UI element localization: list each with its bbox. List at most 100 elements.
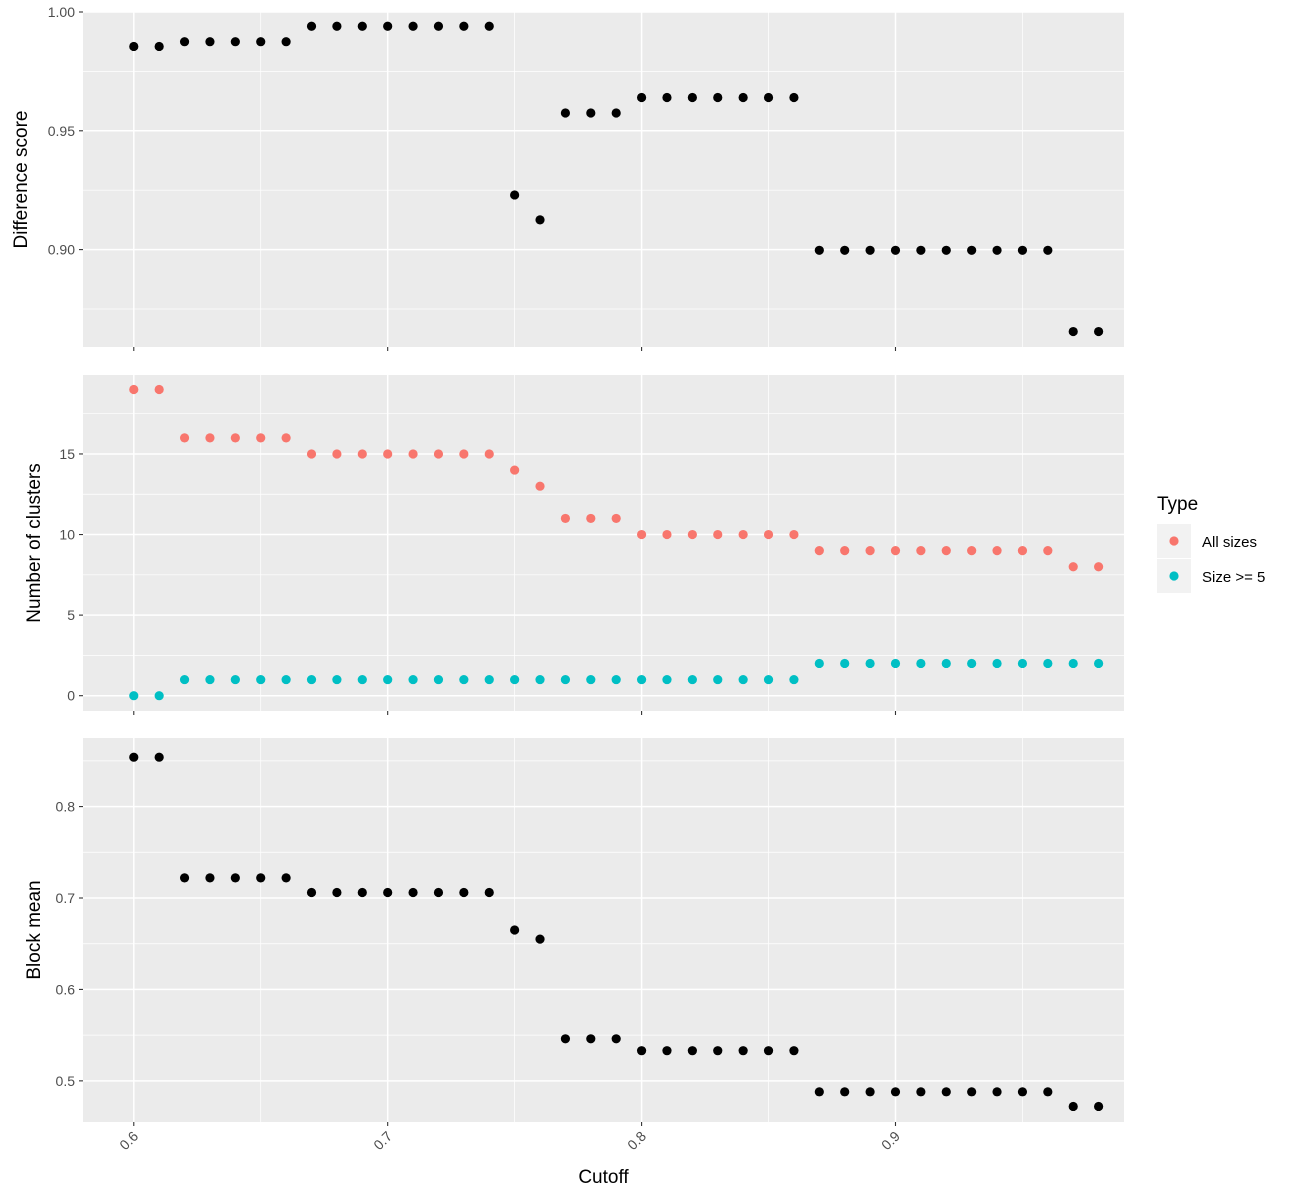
data-point bbox=[789, 92, 799, 103]
data-point bbox=[484, 674, 494, 685]
y-tick-label: 15 bbox=[59, 446, 75, 462]
data-point bbox=[230, 873, 240, 883]
data-point bbox=[586, 108, 596, 118]
data-point bbox=[1043, 245, 1053, 255]
data-point bbox=[1068, 1101, 1078, 1112]
data-point bbox=[433, 21, 444, 31]
data-point bbox=[814, 1087, 824, 1097]
data-point bbox=[510, 925, 520, 935]
y-tick-label: 0.5 bbox=[56, 1073, 76, 1089]
data-point bbox=[586, 674, 596, 685]
data-point bbox=[789, 1046, 799, 1056]
data-point bbox=[484, 449, 494, 459]
data-point bbox=[865, 658, 875, 669]
data-point bbox=[611, 108, 621, 118]
data-point bbox=[306, 449, 317, 459]
y-tick-label: 10 bbox=[59, 527, 75, 543]
data-point bbox=[992, 245, 1002, 255]
y-tick-label: 1.00 bbox=[48, 4, 75, 20]
data-point bbox=[408, 887, 418, 898]
data-point bbox=[687, 674, 697, 685]
data-point bbox=[636, 1046, 647, 1056]
data-point bbox=[357, 887, 367, 898]
data-point bbox=[967, 546, 977, 556]
data-point bbox=[256, 433, 266, 443]
data-point bbox=[636, 674, 647, 685]
x-tick-label: 0.9 bbox=[878, 1128, 903, 1153]
data-point bbox=[916, 546, 926, 556]
data-point bbox=[1094, 658, 1104, 669]
data-point bbox=[814, 658, 824, 669]
data-point bbox=[611, 674, 621, 685]
data-point bbox=[789, 529, 799, 540]
panel-background bbox=[83, 12, 1124, 347]
data-point bbox=[992, 658, 1002, 669]
data-point bbox=[154, 384, 164, 395]
data-point bbox=[205, 674, 215, 685]
data-point bbox=[713, 92, 723, 103]
data-point bbox=[484, 21, 494, 31]
data-point bbox=[560, 108, 571, 118]
y-tick-label: 0.95 bbox=[48, 123, 75, 139]
data-point bbox=[535, 934, 545, 944]
data-point bbox=[408, 21, 418, 31]
data-point bbox=[281, 873, 291, 883]
data-point bbox=[306, 887, 317, 898]
data-point bbox=[941, 546, 951, 556]
data-point bbox=[154, 752, 164, 762]
data-point bbox=[535, 674, 545, 685]
data-point bbox=[535, 215, 545, 225]
data-point bbox=[1017, 546, 1028, 556]
data-point bbox=[433, 449, 444, 459]
data-point bbox=[916, 1087, 926, 1097]
data-point bbox=[560, 1034, 571, 1044]
data-point bbox=[662, 92, 672, 103]
y-axis-title: Block mean bbox=[24, 880, 45, 979]
data-point bbox=[967, 658, 977, 669]
data-point bbox=[586, 513, 596, 524]
data-point bbox=[890, 658, 901, 669]
data-point bbox=[306, 674, 317, 685]
data-point bbox=[586, 1034, 596, 1044]
data-point bbox=[510, 465, 520, 475]
data-point bbox=[789, 674, 799, 685]
data-point bbox=[205, 433, 215, 443]
data-point bbox=[865, 546, 875, 556]
data-point bbox=[205, 873, 215, 883]
data-point bbox=[179, 37, 190, 47]
y-tick-label: 0 bbox=[67, 688, 75, 704]
series-all-sizes bbox=[129, 384, 1104, 572]
data-point bbox=[840, 1087, 850, 1097]
data-point bbox=[205, 37, 215, 47]
data-point bbox=[636, 92, 647, 103]
y-tick-label: 0.90 bbox=[48, 242, 75, 258]
data-point bbox=[408, 674, 418, 685]
data-point bbox=[890, 546, 901, 556]
data-point bbox=[865, 1087, 875, 1097]
legend-label: All sizes bbox=[1202, 534, 1257, 551]
legend-key-point bbox=[1169, 536, 1179, 546]
data-point bbox=[383, 887, 393, 898]
data-point bbox=[840, 658, 850, 669]
data-point bbox=[230, 37, 240, 47]
data-point bbox=[129, 384, 139, 395]
data-point bbox=[1068, 326, 1078, 337]
data-point bbox=[1017, 245, 1028, 255]
data-point bbox=[433, 887, 444, 898]
data-point bbox=[967, 245, 977, 255]
data-point bbox=[433, 674, 444, 685]
data-point bbox=[840, 245, 850, 255]
data-point bbox=[230, 674, 240, 685]
data-point bbox=[611, 1034, 621, 1044]
data-point bbox=[510, 190, 520, 200]
data-point bbox=[763, 1046, 774, 1056]
data-point bbox=[662, 674, 672, 685]
data-point bbox=[687, 1046, 697, 1056]
data-point bbox=[738, 92, 748, 103]
data-point bbox=[179, 674, 190, 685]
data-point bbox=[230, 433, 240, 443]
data-point bbox=[383, 449, 393, 459]
data-point bbox=[281, 674, 291, 685]
legend-key-point bbox=[1169, 571, 1179, 581]
